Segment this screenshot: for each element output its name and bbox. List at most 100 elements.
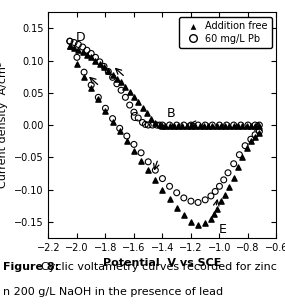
Point — [75, 61, 79, 66]
Point — [210, 123, 215, 127]
Point — [72, 45, 76, 50]
Point — [117, 126, 122, 131]
Point — [149, 116, 153, 121]
Point — [119, 88, 123, 93]
Legend: Addition free, 60 mg/L Pb: Addition free, 60 mg/L Pb — [179, 17, 272, 48]
Text: A: A — [254, 121, 262, 135]
Point — [76, 47, 81, 52]
Point — [253, 123, 257, 128]
Point — [80, 45, 85, 49]
Point — [110, 119, 115, 124]
Point — [176, 123, 180, 128]
Point — [167, 123, 172, 128]
Point — [157, 123, 162, 127]
Point — [144, 111, 149, 116]
Point — [103, 106, 108, 111]
Point — [219, 199, 223, 203]
Text: B: B — [167, 107, 175, 120]
Point — [160, 187, 165, 192]
Point — [139, 158, 143, 163]
Point — [240, 123, 245, 128]
Y-axis label: Current density  A/cm²: Current density A/cm² — [0, 62, 9, 188]
Point — [172, 123, 176, 128]
Point — [167, 197, 172, 202]
Point — [140, 105, 145, 110]
Point — [214, 206, 219, 211]
Point — [97, 61, 102, 66]
Point — [174, 190, 179, 195]
Point — [160, 176, 165, 181]
Point — [106, 69, 111, 74]
Point — [257, 129, 262, 134]
Point — [139, 150, 143, 155]
Point — [68, 44, 72, 49]
Point — [140, 120, 145, 125]
Point — [110, 72, 115, 77]
Point — [76, 42, 81, 47]
Point — [226, 170, 230, 175]
Point — [102, 64, 106, 69]
Point — [237, 152, 242, 157]
Point — [102, 65, 106, 70]
Point — [214, 123, 219, 128]
Point — [209, 216, 213, 221]
Point — [110, 75, 115, 80]
Point — [174, 123, 179, 127]
Point — [153, 178, 158, 182]
Point — [72, 40, 76, 45]
X-axis label: Potential  V vs SCE: Potential V vs SCE — [103, 258, 222, 268]
Point — [136, 99, 141, 104]
Point — [89, 85, 93, 90]
Point — [249, 123, 253, 128]
Point — [189, 199, 193, 203]
Point — [253, 134, 257, 139]
Point — [127, 102, 132, 107]
Point — [217, 123, 222, 127]
Point — [174, 205, 179, 210]
Point — [193, 123, 198, 128]
Point — [249, 139, 253, 144]
Point — [127, 89, 132, 94]
Point — [89, 83, 93, 88]
Point — [115, 81, 119, 86]
Point — [210, 123, 215, 128]
Point — [201, 123, 206, 128]
Point — [253, 132, 257, 137]
Point — [106, 68, 111, 73]
Point — [257, 123, 262, 128]
Point — [154, 123, 159, 127]
Point — [160, 123, 165, 127]
Point — [132, 142, 136, 147]
Point — [153, 168, 158, 173]
Point — [150, 123, 155, 127]
Point — [231, 123, 236, 128]
Text: C: C — [129, 111, 138, 124]
Point — [89, 55, 93, 60]
Point — [132, 110, 136, 115]
Point — [203, 123, 207, 127]
Point — [143, 122, 148, 127]
Point — [236, 164, 240, 169]
Point — [223, 123, 227, 128]
Point — [189, 123, 193, 127]
Point — [206, 123, 210, 128]
Point — [123, 84, 128, 89]
Point — [163, 123, 168, 128]
Point — [125, 139, 129, 144]
Point — [197, 123, 202, 128]
Point — [221, 178, 226, 182]
Point — [167, 184, 172, 189]
Point — [257, 130, 262, 135]
Point — [82, 74, 86, 79]
Point — [160, 123, 165, 128]
Point — [203, 221, 207, 225]
Text: E: E — [219, 223, 227, 236]
Point — [68, 39, 72, 44]
Point — [231, 175, 236, 180]
Point — [68, 39, 72, 44]
Text: Cyclic voltametry curves recorded for zinc: Cyclic voltametry curves recorded for zi… — [41, 262, 277, 272]
Point — [227, 123, 232, 128]
Point — [223, 192, 227, 197]
Point — [89, 51, 93, 56]
Point — [75, 55, 79, 60]
